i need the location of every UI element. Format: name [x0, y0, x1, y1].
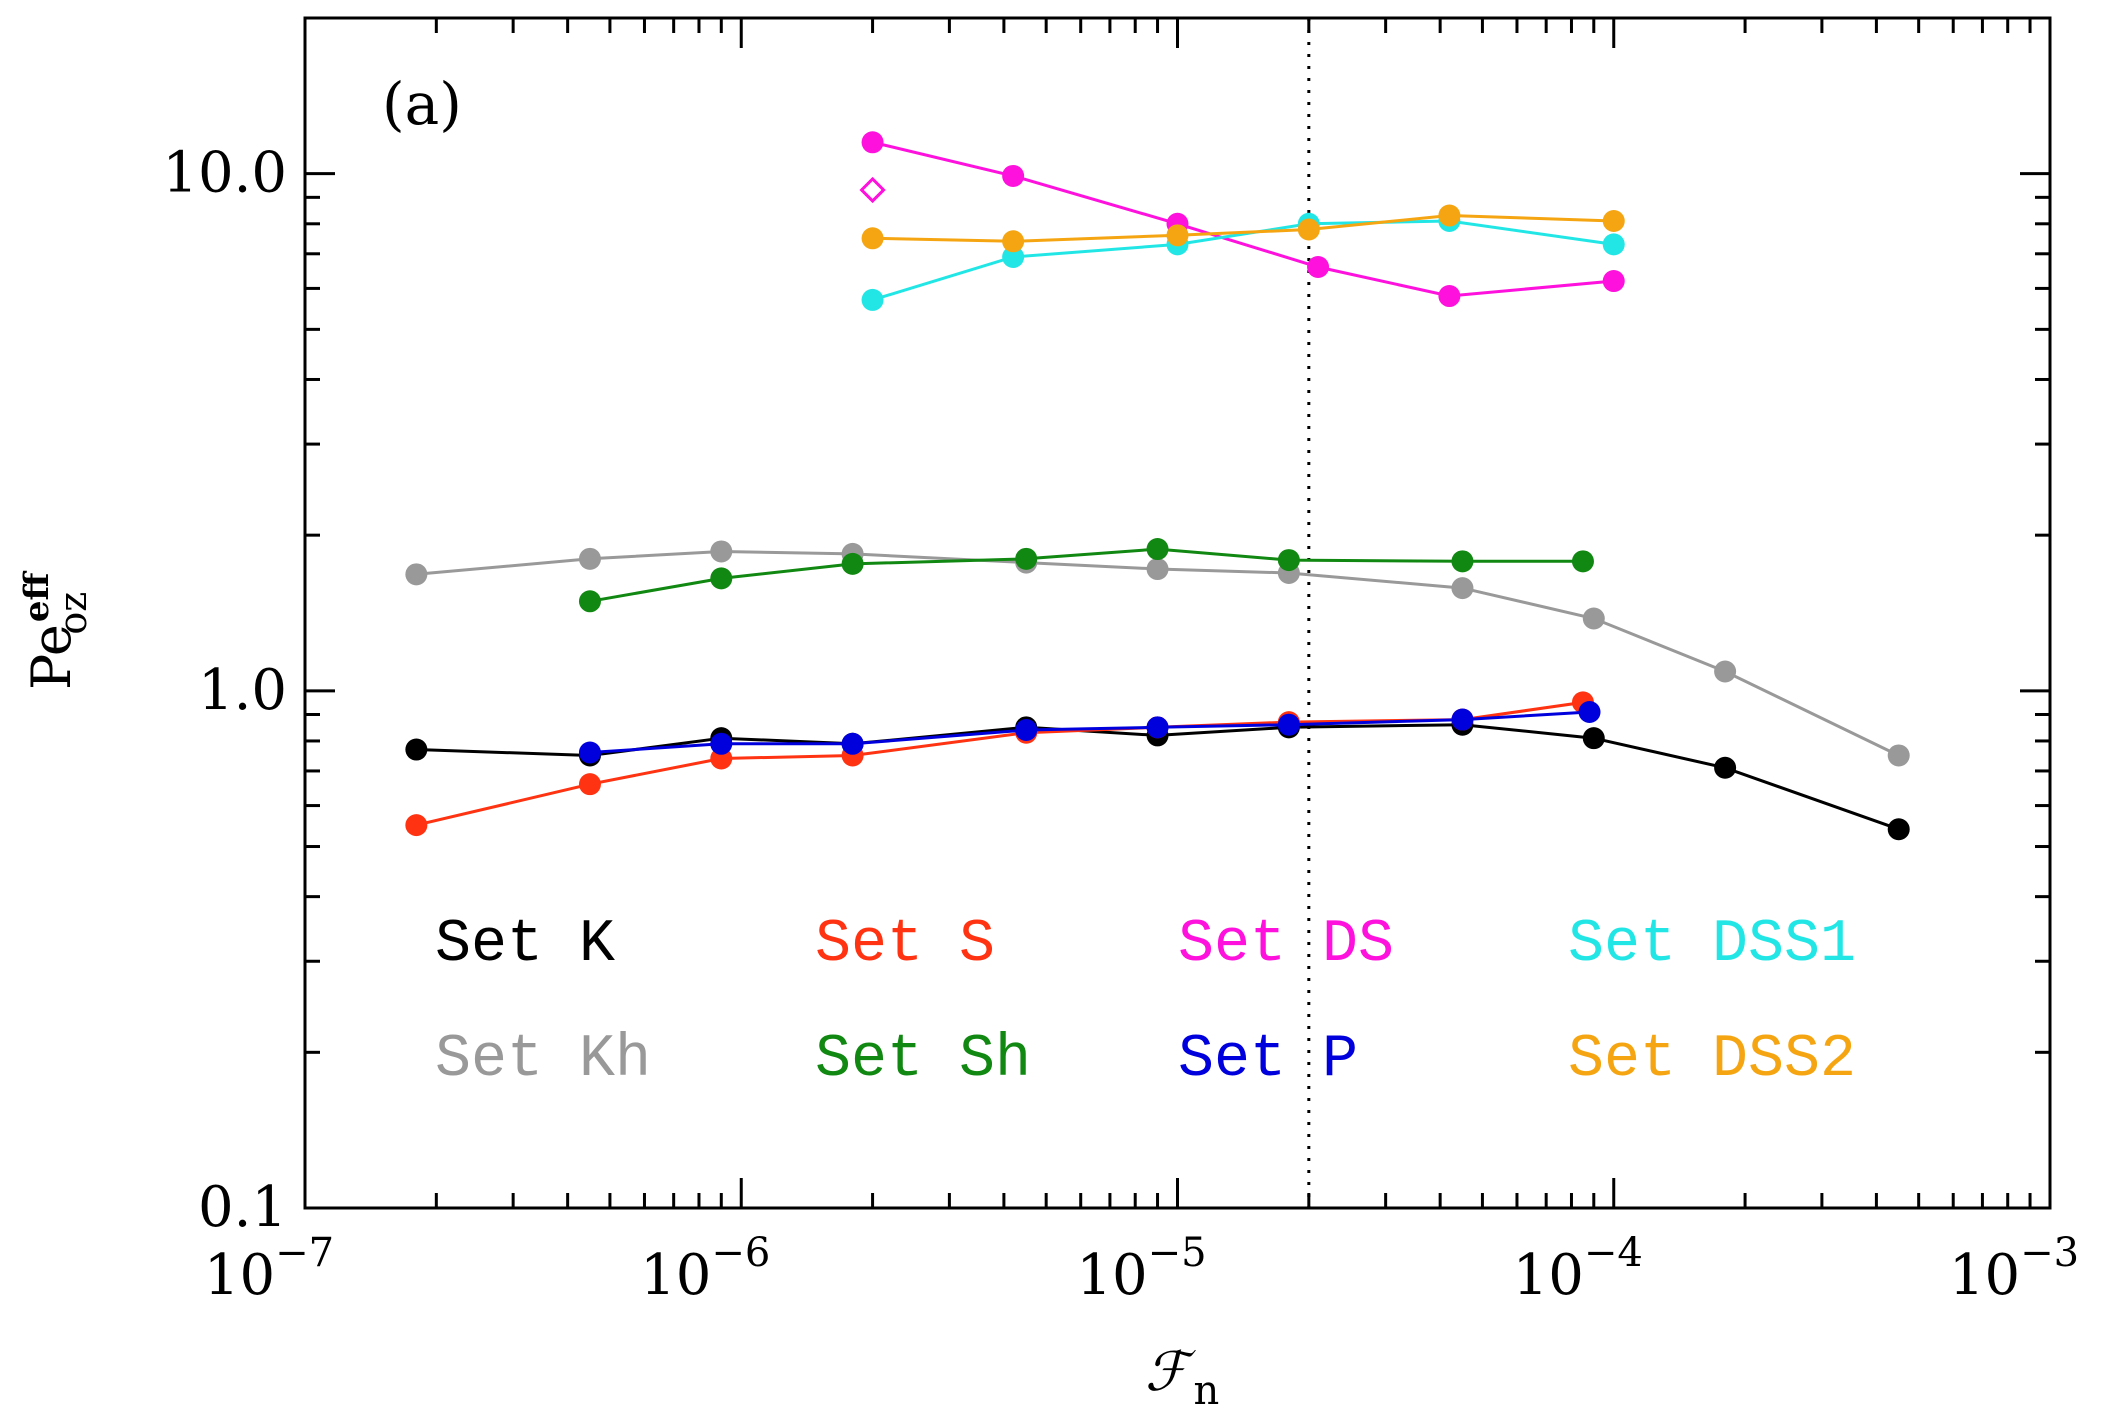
y-tick-label: 1.0 — [198, 658, 287, 723]
legend-entry: Set DSS2 — [1568, 1026, 1856, 1094]
data-point — [578, 590, 601, 613]
series-line — [589, 547, 1583, 603]
data-point — [1578, 701, 1601, 724]
data-point — [841, 552, 864, 575]
x-tick-label-base: 10 — [1513, 1243, 1584, 1308]
data-point — [405, 814, 428, 837]
data-point — [1277, 549, 1300, 572]
data-point — [1714, 756, 1737, 779]
data-point — [710, 540, 733, 563]
legend-entry: Set Sh — [815, 1026, 1031, 1094]
legend-entry: Set DSS1 — [1568, 911, 1856, 979]
series-set-kh — [405, 540, 1910, 767]
data-point — [1451, 550, 1474, 573]
data-point — [578, 547, 601, 570]
data-point — [578, 773, 601, 796]
data-point — [1438, 204, 1461, 227]
data-point — [1002, 230, 1025, 253]
data-point — [1277, 713, 1300, 736]
data-point — [1297, 218, 1320, 241]
data-point — [1438, 285, 1461, 308]
data-point — [1582, 607, 1605, 630]
data-point — [1887, 818, 1910, 841]
data-point — [1015, 719, 1038, 741]
legend-entry: Set S — [815, 911, 995, 979]
series-set-sh — [578, 538, 1594, 613]
x-tick-label-exp: −6 — [711, 1230, 770, 1276]
x-tick-label: 10−3 — [1949, 1230, 2079, 1308]
y-tick-label: 10.0 — [162, 141, 287, 206]
series-line — [872, 140, 1614, 298]
data-point — [1146, 558, 1169, 581]
data-point — [861, 131, 884, 154]
legend-entry: Set P — [1178, 1026, 1358, 1094]
x-tick-label-exp: −7 — [275, 1230, 334, 1276]
series-set-p — [578, 701, 1601, 764]
series-set-dss2 — [861, 204, 1625, 253]
series-line — [872, 213, 1614, 243]
data-point — [710, 732, 733, 755]
x-tick-label: 10−4 — [1513, 1230, 1643, 1308]
data-point — [861, 288, 884, 311]
data-point — [710, 567, 733, 590]
data-point — [861, 227, 884, 250]
data-point — [1602, 210, 1625, 233]
data-point — [1887, 744, 1910, 767]
legend-entry: Set DS — [1178, 911, 1394, 979]
data-point — [841, 732, 864, 755]
x-tick-label-exp: −3 — [2020, 1230, 2079, 1276]
data-point — [1307, 256, 1330, 279]
panel-label: (a) — [382, 70, 462, 138]
x-axis-label-sub: n — [1193, 1368, 1219, 1414]
series-layer — [405, 18, 1910, 1208]
legend: Set K Set S Set DS Set DSS1 Set Kh Set Sh Set … — [435, 911, 1856, 1094]
series-line — [589, 710, 1590, 754]
axis-ticks — [303, 18, 2052, 1210]
data-point — [1602, 270, 1625, 293]
series-line — [872, 219, 1615, 302]
data-point — [1714, 660, 1737, 683]
data-point — [1002, 164, 1025, 187]
x-tick-label-exp: −5 — [1148, 1230, 1207, 1276]
x-tick-label-base: 10 — [640, 1243, 711, 1308]
data-point — [1582, 727, 1605, 750]
y-axis-label-main: Pe — [20, 624, 83, 690]
y-tick-label: 0.1 — [198, 1175, 287, 1240]
axis-tick-labels: 10−7 10−6 10−5 10−4 10−30.11.010.0 — [162, 141, 2079, 1308]
x-tick-label-base: 10 — [1076, 1243, 1147, 1308]
data-point — [1451, 708, 1474, 731]
svg-text:Peeffoz: Peeffoz — [17, 570, 95, 690]
data-point — [1015, 547, 1038, 570]
data-point — [1002, 246, 1025, 269]
data-point — [405, 563, 428, 586]
data-point — [1166, 224, 1189, 247]
data-point — [1146, 538, 1169, 561]
data-point — [405, 738, 428, 761]
y-axis-label: Peeffoz — [17, 570, 95, 690]
x-tick-label: 10−6 — [640, 1230, 770, 1308]
legend-entry: Set K — [435, 911, 615, 979]
y-axis-label-sub: oz — [51, 592, 95, 635]
data-point — [578, 741, 601, 764]
data-point — [1602, 233, 1625, 256]
data-point — [1571, 550, 1594, 573]
data-point — [1451, 577, 1474, 600]
data-point — [1146, 716, 1169, 739]
legend-entry: Set Kh — [435, 1026, 651, 1094]
x-tick-label: 10−7 — [204, 1230, 334, 1308]
x-tick-label-exp: −4 — [1584, 1230, 1643, 1276]
x-tick-label: 10−5 — [1076, 1230, 1206, 1308]
x-tick-label-base: 10 — [204, 1243, 275, 1308]
open-diamond-point — [859, 176, 886, 204]
x-tick-label-base: 10 — [1949, 1243, 2020, 1308]
y-axis-label-sup: eff — [17, 570, 57, 622]
